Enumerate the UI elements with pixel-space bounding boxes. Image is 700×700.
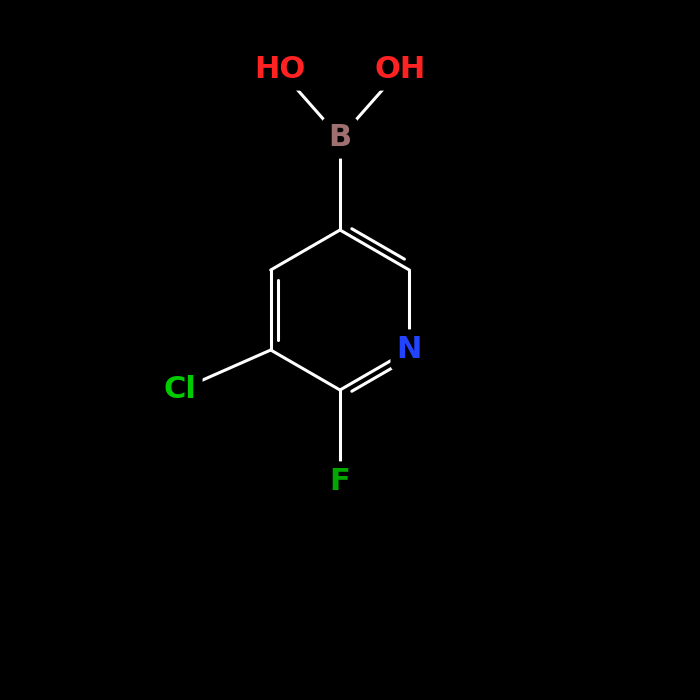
Text: HO: HO — [254, 55, 306, 85]
Text: OH: OH — [374, 55, 426, 85]
Text: N: N — [397, 335, 422, 365]
Text: B: B — [328, 123, 351, 153]
Text: F: F — [330, 468, 351, 496]
Text: Cl: Cl — [164, 375, 197, 405]
